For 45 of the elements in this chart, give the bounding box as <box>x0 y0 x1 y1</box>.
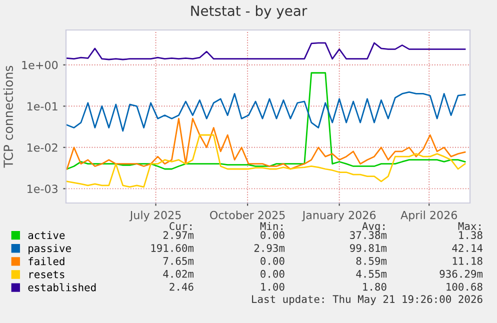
text: 191.60m <box>151 244 194 252</box>
y-tick-label: 1e-03 <box>28 184 58 194</box>
text: 1.38 <box>459 231 482 240</box>
text: 4.02m <box>163 270 194 278</box>
y-tick-label: 1e-01 <box>28 102 58 111</box>
text: 1.00 <box>261 282 284 291</box>
text: Avg: <box>362 222 384 232</box>
legend-label: failed <box>28 257 64 266</box>
text: Last update: Thu May 21 19:26:00 2026 <box>252 294 482 306</box>
line-series <box>66 91 466 132</box>
text: 8.59m <box>356 257 387 265</box>
text: 99.81m <box>350 244 387 252</box>
text: 2.46 <box>170 282 194 291</box>
text: 2.97m <box>163 231 194 240</box>
line-series <box>66 118 466 170</box>
text: 4.55m <box>356 270 387 278</box>
legend-label: active <box>28 231 65 240</box>
text: 37.38m <box>350 231 387 240</box>
y-tick-label: 1e+00 <box>22 60 58 70</box>
text: Cur: <box>170 222 192 230</box>
x-tick-label: July 2025 <box>129 210 181 222</box>
text: 0.00 <box>260 257 284 265</box>
line-series <box>66 42 466 60</box>
line-series <box>66 72 466 170</box>
text: 0.00 <box>260 270 284 278</box>
text: 0.00 <box>260 231 284 240</box>
y-tick-label: 1e-02 <box>28 143 58 152</box>
text: 2.93m <box>254 244 285 252</box>
text: 100.68 <box>446 282 482 291</box>
legend-label: established <box>28 283 96 292</box>
legend-label: passive <box>28 244 71 254</box>
line-series <box>66 134 466 188</box>
text: Max: <box>458 222 480 230</box>
legend-label: resets <box>29 270 64 278</box>
x-tick-label: October 2025 <box>210 210 285 220</box>
text: 42.14 <box>452 244 483 252</box>
text: 936.29m <box>440 270 483 278</box>
y-axis-title: TCP connections <box>3 66 14 168</box>
text: 11.18 <box>452 257 482 265</box>
x-tick-label: April 2026 <box>400 210 458 222</box>
text: 7.65m <box>163 257 194 265</box>
text: 1.80 <box>363 282 386 291</box>
text: Min: <box>260 222 282 230</box>
chart-title: Netstat - by year <box>191 5 308 19</box>
x-tick-label: January 2026 <box>302 210 376 222</box>
